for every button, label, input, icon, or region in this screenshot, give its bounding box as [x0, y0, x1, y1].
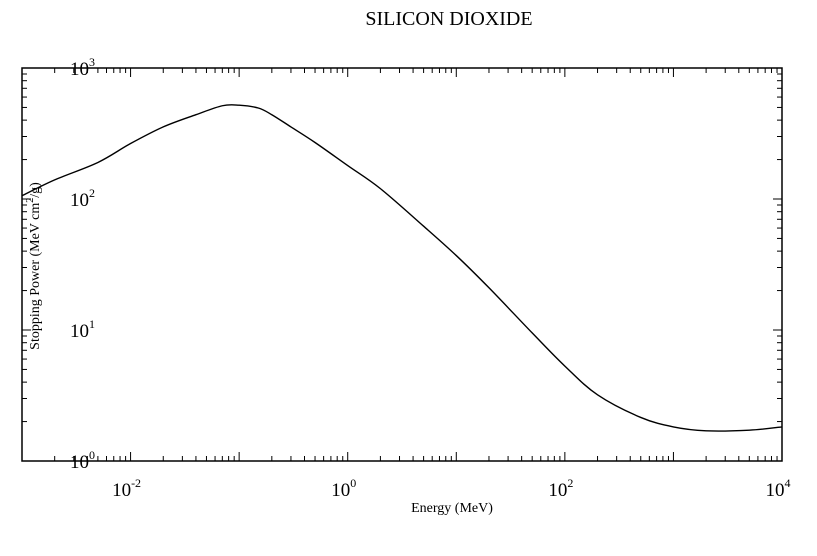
y-axis-label: Stopping Power (MeV cm2/g)	[25, 182, 43, 350]
chart-title: SILICON DIOXIDE	[365, 8, 532, 30]
y-axis-label-superscript: 2	[25, 198, 36, 203]
y-axis-ticks	[22, 73, 782, 423]
y-axis-label-main: Stopping Power (MeV cm	[28, 203, 43, 350]
x-axis-tick-labels: 10-2 100 102 104	[112, 476, 790, 501]
x-tick-label: 102	[548, 476, 573, 501]
x-tick-label: 100	[331, 476, 356, 501]
x-tick-label: 104	[766, 476, 791, 501]
y-axis-tick-labels: 100 101 102 103	[70, 55, 95, 473]
x-axis-ticks	[54, 68, 778, 461]
y-tick-label: 100	[70, 448, 95, 473]
y-tick-label: 101	[70, 317, 95, 342]
y-tick-label: 102	[70, 186, 95, 211]
y-tick-label: 103	[70, 55, 95, 80]
x-tick-label: 10-2	[112, 476, 141, 501]
series-line	[21, 104, 783, 432]
x-axis-label: Energy (MeV)	[411, 501, 493, 516]
plot-frame	[21, 67, 783, 462]
y-axis-label-tail: /g)	[28, 182, 43, 198]
